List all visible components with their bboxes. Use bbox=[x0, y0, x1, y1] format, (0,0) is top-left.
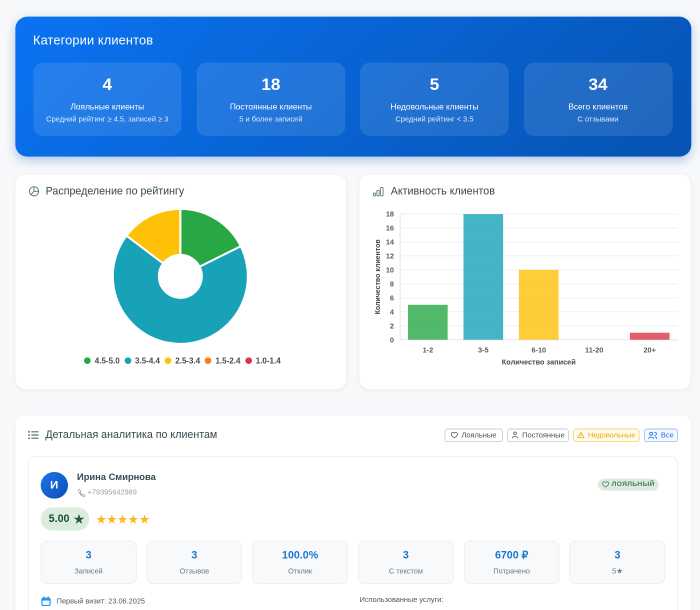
svg-text:4: 4 bbox=[390, 307, 395, 316]
svg-text:2: 2 bbox=[390, 321, 394, 330]
svg-text:14: 14 bbox=[386, 237, 395, 246]
svg-text:12: 12 bbox=[386, 251, 394, 260]
svg-text:3-5: 3-5 bbox=[478, 345, 489, 354]
svg-text:20+: 20+ bbox=[644, 345, 656, 354]
svg-text:Количество клиентов: Количество клиентов bbox=[375, 238, 382, 314]
svg-text:11-20: 11-20 bbox=[585, 345, 603, 354]
svg-text:6: 6 bbox=[390, 293, 394, 302]
svg-text:Количество записей: Количество записей bbox=[502, 357, 576, 366]
svg-text:10: 10 bbox=[386, 265, 394, 274]
svg-text:18: 18 bbox=[386, 209, 394, 218]
svg-text:1-2: 1-2 bbox=[423, 345, 434, 354]
svg-text:6-10: 6-10 bbox=[532, 345, 547, 354]
svg-text:8: 8 bbox=[390, 279, 394, 288]
svg-text:16: 16 bbox=[386, 223, 394, 232]
svg-text:0: 0 bbox=[390, 335, 394, 344]
